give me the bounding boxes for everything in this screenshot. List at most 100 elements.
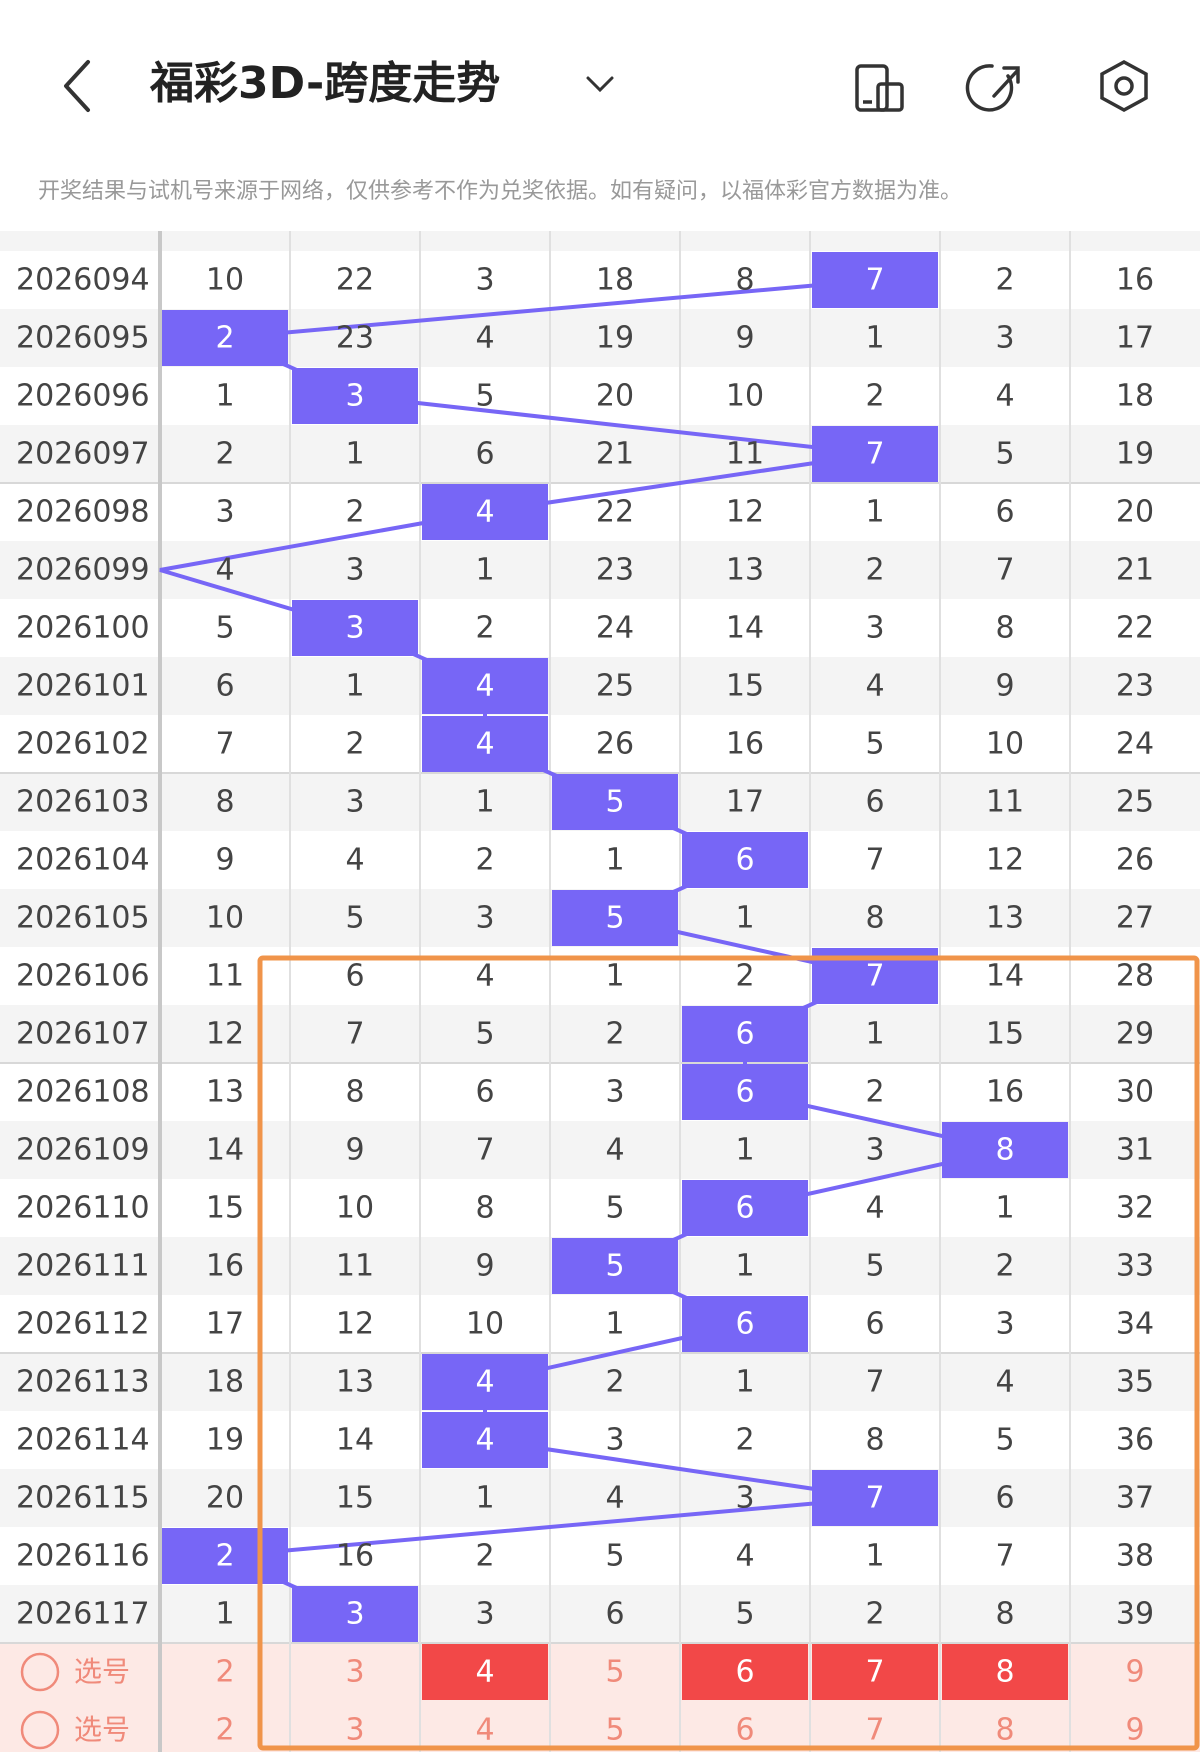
hit-cell [422,1354,548,1410]
partial-row [0,231,1200,251]
select-number[interactable]: 9 [1125,1713,1144,1748]
select-number[interactable]: 7 [865,1713,884,1748]
cell: 1 [995,1191,1014,1226]
cell: 2 [865,1075,884,1110]
cell: 10 [206,263,244,298]
hit-cell [552,890,678,946]
cell: 29 [1116,1017,1154,1052]
select-row-bg [0,1701,1200,1752]
cell: 3 [605,1423,624,1458]
cell: 1 [865,321,884,356]
cell: 17 [1116,321,1154,356]
cell: 2 [865,1597,884,1632]
select-number[interactable]: 9 [1125,1655,1144,1690]
row-bg [0,1063,1200,1121]
cell: 1 [605,1307,624,1342]
cell: 7 [215,727,234,762]
cell: 8 [995,1597,1014,1632]
select-number[interactable]: 4 [475,1713,494,1748]
cell: 2 [605,1017,624,1052]
cell: 23 [336,321,374,356]
period: 2026094 [16,263,150,298]
cell: 5 [865,727,884,762]
cell: 13 [986,901,1024,936]
cell: 2 [475,1539,494,1574]
select-number[interactable]: 5 [605,1655,624,1690]
period: 2026108 [16,1075,150,1110]
cell: 10 [726,379,764,414]
cell: 1 [215,1597,234,1632]
cell: 4 [865,1191,884,1226]
hit-cell [812,1470,938,1526]
select-number[interactable]: 6 [735,1655,754,1690]
cell: 21 [596,437,634,472]
rotate-icon[interactable] [855,64,904,112]
cell: 4 [215,553,234,588]
cell: 13 [206,1075,244,1110]
cell: 8 [995,1133,1014,1168]
share-icon[interactable] [965,64,1020,112]
cell: 8 [735,263,754,298]
select-number[interactable]: 3 [345,1713,364,1748]
cell: 1 [215,379,234,414]
cell: 8 [865,901,884,936]
cell: 7 [345,1017,364,1052]
cell: 34 [1116,1307,1154,1342]
select-number[interactable]: 5 [605,1713,624,1748]
period: 2026115 [16,1481,150,1516]
select-number[interactable]: 7 [865,1655,884,1690]
hit-cell [682,1296,808,1352]
cell: 14 [336,1423,374,1458]
cell: 14 [986,959,1024,994]
period: 2026109 [16,1133,150,1168]
select-number[interactable]: 6 [735,1713,754,1748]
select-number[interactable]: 8 [995,1655,1014,1690]
cell: 1 [345,437,364,472]
select-label: 选号 [74,1655,130,1688]
cell: 2 [735,959,754,994]
select-radio[interactable] [20,1652,60,1692]
cell: 3 [475,901,494,936]
cell: 1 [345,669,364,704]
cell: 4 [995,379,1014,414]
cell: 13 [726,553,764,588]
select-number[interactable]: 2 [215,1713,234,1748]
cell: 15 [336,1481,374,1516]
period: 2026110 [16,1191,150,1226]
cell: 19 [1116,437,1154,472]
cell: 6 [995,1481,1014,1516]
period: 2026100 [16,611,150,646]
cell: 16 [726,727,764,762]
cell: 7 [865,843,884,878]
dropdown[interactable] [586,76,614,93]
select-number[interactable]: 2 [215,1655,234,1690]
back-button[interactable] [64,60,90,112]
period: 2026117 [16,1597,150,1632]
cell: 4 [345,843,364,878]
cell: 7 [865,1365,884,1400]
cell: 32 [1116,1191,1154,1226]
cell: 8 [865,1423,884,1458]
cell: 19 [206,1423,244,1458]
cell: 6 [605,1597,624,1632]
select-radio[interactable] [20,1710,60,1750]
cell: 1 [475,553,494,588]
cell: 33 [1116,1249,1154,1284]
select-number[interactable]: 3 [345,1655,364,1690]
select-number[interactable]: 8 [995,1713,1014,1748]
cell: 16 [206,1249,244,1284]
cell: 2 [735,1423,754,1458]
cell: 14 [206,1133,244,1168]
cell: 4 [605,1133,624,1168]
cell: 5 [215,611,234,646]
period: 2026096 [16,379,150,414]
cell: 36 [1116,1423,1154,1458]
settings-icon[interactable] [1100,60,1148,112]
cell: 10 [336,1191,374,1226]
hit-cell [552,774,678,830]
cell: 12 [336,1307,374,1342]
cell: 9 [475,1249,494,1284]
hit-cell [682,1006,808,1062]
cell: 8 [345,1075,364,1110]
select-number[interactable]: 4 [475,1655,494,1690]
